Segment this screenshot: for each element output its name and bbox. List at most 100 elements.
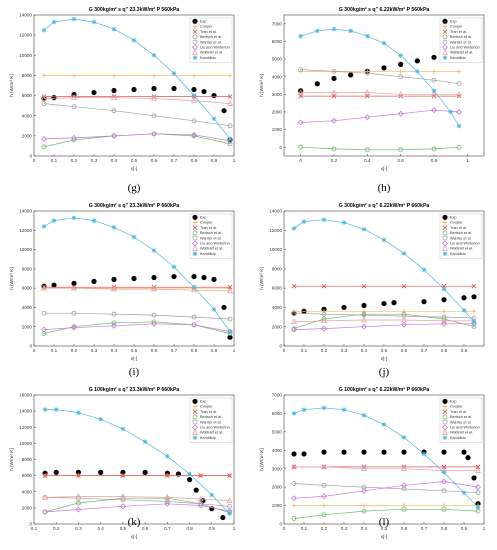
data-point [53,469,59,475]
data-point [111,320,117,326]
legend-entry: Kandlikar [200,436,217,440]
chart-svg: G 100kg/m² s q" 6.22kW/m² P 660kPa 0 0.1 0.… [259,387,486,540]
data-point [119,503,126,510]
data-point [41,144,47,150]
data-point [291,516,297,521]
data-point [211,116,217,122]
legend-entry: Liu and Winterton [450,426,480,430]
data-point [75,506,82,513]
x-tick-label: 0 [299,158,302,163]
data-point [441,309,447,314]
data-point [381,40,387,46]
legend-entry: Kandlikar [450,252,467,256]
legend-marker [192,429,198,435]
data-point [291,226,297,231]
data-point [365,33,370,39]
legend-marker [192,49,198,55]
data-point [441,449,447,455]
series-tran-et-al- [41,284,233,290]
x-tick-label: 1 [466,158,469,163]
series-warrier-et-al- [41,310,233,322]
data-point [361,508,367,514]
y-tick-label: 10000 [19,441,32,446]
y-tick-label: 4000 [22,489,33,494]
data-point [461,308,467,313]
data-point [475,505,481,510]
data-point [226,497,233,503]
legend-marker [442,404,448,409]
y-tick-label: 5000 [272,429,283,434]
data-point [71,280,77,286]
legend-entry: Tran et al. [200,410,217,414]
y-tick-label: 10000 [19,247,32,252]
data-point [475,484,481,491]
chart-title: G 100kg/m² s q" 23.3kW/m² P 660kPa [89,387,180,393]
data-point [71,94,77,100]
data-point [111,132,117,139]
data-point [131,234,137,240]
data-point [227,511,232,516]
legend-entry: Warrier et al. [450,420,472,424]
series-line [45,497,230,514]
y-tick-label: 2000 [22,324,33,329]
x-tick-label: 0.6 [401,348,408,353]
x-tick-label: 0.8 [441,526,448,531]
data-point [191,131,197,138]
legend-entry: Tran et al. [200,30,217,34]
y-tick-label: 6000 [272,39,283,44]
data-point [397,91,404,97]
legend-entry: Cooper [450,405,463,409]
x-axis-label: x[-] [381,356,388,362]
data-point [321,463,327,470]
data-point [441,317,447,324]
data-point [71,284,77,291]
data-point [211,307,217,312]
legend-marker [442,429,448,435]
data-point [191,273,197,280]
data-point [71,73,77,78]
x-tick-label: 1 [233,526,236,531]
legend-entry: Cooper [200,405,213,409]
data-point [41,95,47,101]
data-point [41,73,47,78]
x-axis-label: x[-] [131,166,138,172]
data-point [221,304,227,311]
series-exp [291,449,481,507]
data-point [171,264,177,270]
data-point [361,465,367,471]
series-kandlikar [291,217,477,325]
data-point [191,97,197,103]
series-kandlikar [298,26,462,129]
series-warrier-et-al- [298,67,462,87]
legend-marker [192,251,198,256]
x-tick-label: 0.4 [97,526,104,531]
data-point [227,284,233,290]
legend-marker [442,245,448,251]
y-tick-label: 14000 [19,209,32,214]
data-point [456,69,462,74]
data-point [191,73,197,78]
series-line [300,146,460,151]
x-tick-label: 0.9 [211,158,218,163]
data-point [441,464,447,470]
data-point [431,77,437,83]
panel-caption: (k) [127,516,141,528]
legend-entry: Warrier et al. [450,236,472,240]
data-point [111,276,117,283]
data-point [321,309,327,314]
panel-caption: (j) [378,366,390,378]
legend-entry: Liu and Winterton [200,242,230,246]
legend-entry: Liu and Winterton [450,242,480,246]
legend-marker [442,39,448,45]
y-tick-label: 4000 [272,448,283,453]
x-tick-label: 0.4 [361,348,368,353]
data-point [151,95,157,101]
x-tick-label: 0.9 [461,348,468,353]
series-cooper [298,69,462,74]
data-point [151,285,157,292]
data-point [111,285,117,292]
data-point [151,73,157,78]
legend-entry: Cooper [450,221,463,225]
data-point [291,495,297,502]
y-axis-label: h [W/m² K] [259,448,265,471]
